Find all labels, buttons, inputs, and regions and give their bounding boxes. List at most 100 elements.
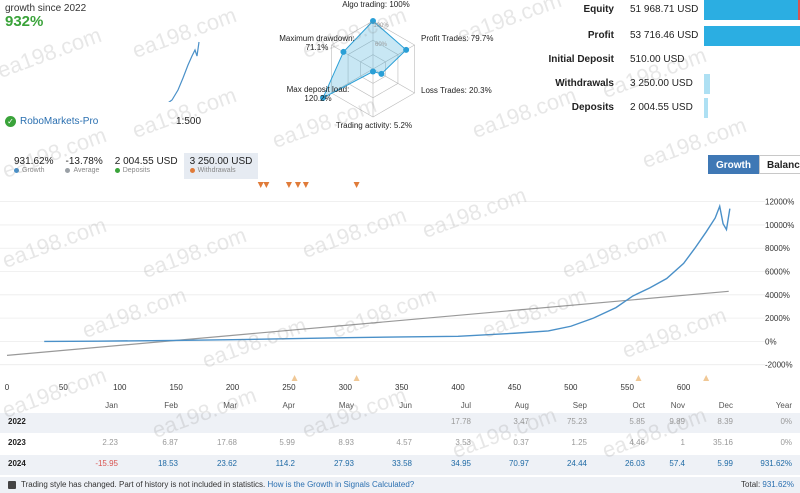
month-value: 0% [780, 417, 792, 426]
stat-label: Initial Deposit [548, 54, 614, 65]
legend-label: Growth [22, 167, 45, 174]
radar-label-1: Profit Trades: 79.7% [421, 34, 493, 43]
summary-value: 2 004.55 USD [114, 156, 178, 167]
month-header: Sep [572, 401, 587, 410]
radar-label-value-5: 71.1% [306, 43, 329, 52]
x-tick-label-6: 300 [339, 383, 353, 392]
footer-note-text: Trading style has changed. Part of histo… [21, 480, 266, 489]
mini-growth-line [168, 41, 200, 102]
check-icon: ✓ [5, 116, 16, 127]
summary-item-withdrawals[interactable]: 3 250.00 USD Withdrawals [183, 153, 259, 179]
radar-point-3 [370, 68, 376, 75]
x-tick-label-7: 350 [395, 383, 409, 392]
chart-toggle: Growth Balance [708, 155, 800, 174]
legend-dot-icon [114, 168, 120, 173]
leverage: 1:500 [176, 116, 202, 127]
broker-name[interactable]: RoboMarkets-Pro [20, 116, 99, 127]
radar-label-2: Loss Trades: 20.3% [421, 86, 492, 95]
stat-value: 51 968.71 USD [630, 4, 699, 15]
summary-value: -13.78% [65, 156, 103, 167]
stat-value: 510.00 USD [630, 54, 685, 65]
legend-dot-icon [65, 168, 71, 173]
stat-label: Deposits [571, 102, 614, 113]
y-tick-label-4: 4000% [765, 291, 790, 300]
radar-point-4 [320, 94, 327, 101]
withdrawal-marker-5 [353, 182, 360, 188]
month-header: May [338, 401, 354, 410]
deposit-marker-1 [353, 375, 360, 381]
month-value: 24.44 [566, 459, 587, 468]
deposit-marker-0 [291, 375, 298, 381]
stat-bar-marker [798, 0, 800, 20]
summary-legend: Growth [14, 167, 53, 174]
trend-line [6, 290, 729, 356]
month-value: 17.68 [216, 438, 237, 447]
balance-toggle-button[interactable]: Balance [759, 155, 800, 174]
radar-axis-4 [331, 68, 374, 94]
row-year: 2023 [8, 438, 26, 447]
legend-dot-icon [189, 168, 195, 173]
stat-row-initial-deposit: Initial Deposit 510.00 USD [540, 50, 800, 76]
growth-since-label: growth since 2022 [5, 3, 87, 14]
stat-label: Equity [583, 4, 614, 15]
stat-row-withdrawals: Withdrawals 3 250.00 USD [540, 74, 800, 100]
month-value: 1.25 [571, 438, 587, 447]
x-tick-label-12: 600 [677, 383, 691, 392]
radar-point-2 [378, 70, 385, 77]
y-tick-label-6: 0% [765, 337, 777, 346]
summary-legend: Deposits [114, 167, 178, 174]
month-value: 3.47 [513, 417, 529, 426]
broker[interactable]: ✓ RoboMarkets-Pro [5, 116, 98, 127]
summary-value: 931.62% [14, 156, 54, 167]
growth-calc-link[interactable]: How is the Growth in Signals Calculated? [267, 480, 415, 489]
row-year: 2022 [8, 417, 26, 426]
footer-total: Total: 931.62% [741, 480, 794, 489]
x-tick-label-10: 500 [564, 383, 578, 392]
month-header: Dec [718, 401, 733, 410]
stat-row-deposits: Deposits 2 004.55 USD [540, 98, 800, 124]
y-tick-label-3: 6000% [765, 268, 790, 277]
info-icon [8, 481, 16, 489]
footer-note: Trading style has changed. Part of histo… [21, 480, 414, 489]
table-row-2022: 2022 17.78 3.47 75.23 5.85 9.89 8.39 0% [0, 413, 800, 433]
month-value: 5.85 [629, 417, 645, 426]
growth-toggle-button[interactable]: Growth [708, 155, 759, 174]
legend-dot-icon [14, 168, 19, 173]
x-tick-label-11: 550 [621, 383, 635, 392]
month-value: 0.37 [513, 438, 529, 447]
x-tick-label-8: 400 [451, 383, 465, 392]
stat-bar [704, 98, 708, 118]
legend-label: Withdrawals [197, 167, 236, 174]
legend-label: Average [73, 167, 100, 174]
x-tick-label-2: 100 [113, 383, 127, 392]
summary-bar: 931.62% Growth -13.78% Average 2 004.55 USD D… [8, 153, 259, 179]
y-tick-label-2: 8000% [765, 244, 790, 253]
radar-ring-label-0: 100% [373, 23, 389, 29]
growth-chart: 12000% 10000% 8000% 6000% 4000% 2000% 0% -2000%… [0, 182, 794, 392]
footer: Trading style has changed. Part of histo… [0, 477, 800, 493]
radar-chart: Algo trading: 100% Profit Trades: 79.7% Lo… [279, 0, 493, 130]
deposit-marker-3 [703, 375, 710, 381]
radar-label-0: Algo trading: 100% [342, 0, 410, 9]
radar-point-1 [403, 46, 410, 53]
summary-item-deposits[interactable]: 2 004.55 USD Deposits [109, 153, 184, 179]
month-value: -15.95 [95, 459, 118, 468]
total-label: Total: [741, 480, 761, 489]
month-value: 75.23 [566, 417, 587, 426]
y-tick-label-1: 10000% [765, 221, 794, 230]
table-row-2023: 2023 2.23 6.87 17.68 5.99 8.93 4.57 3.53 0.37 1.2… [0, 434, 800, 454]
radar-label-value-4: 120.2% [304, 94, 331, 103]
month-header: Year [775, 401, 792, 410]
month-value: 5.99 [717, 459, 733, 468]
month-value: 57.4 [669, 459, 685, 468]
summary-item-growth[interactable]: 931.62% Growth [8, 153, 59, 179]
radar-label-4: Max deposit load: [287, 85, 350, 94]
month-value: 5.99 [279, 438, 295, 447]
month-value: 4.57 [396, 438, 412, 447]
radar-label-3: Trading activity: 5.2% [336, 121, 412, 130]
x-tick-label-0: 0 [5, 383, 10, 392]
month-value: 9.89 [669, 417, 685, 426]
summary-item-average[interactable]: -13.78% Average [59, 153, 108, 179]
stat-bar [704, 74, 710, 94]
stat-row-profit: Profit 53 716.46 USD [540, 26, 800, 52]
